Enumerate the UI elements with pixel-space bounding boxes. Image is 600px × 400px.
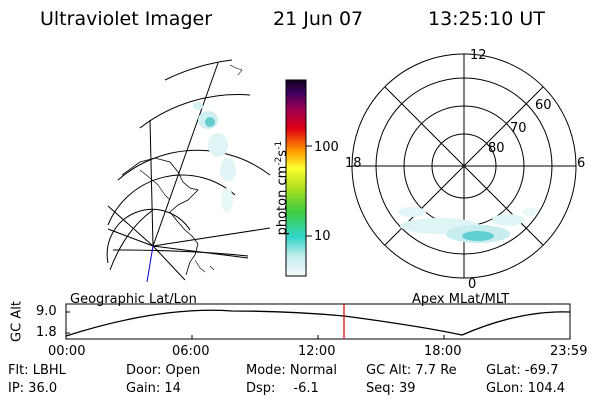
colorbar-unit-label: photon cm-2s-1: [273, 140, 291, 236]
colorbar-tick-100: 100: [314, 140, 339, 155]
door-status: Door: Open: [126, 363, 201, 378]
apex-label: Apex MLat/MLT: [412, 292, 510, 307]
xtick-1200: 12:00: [298, 344, 336, 359]
xtick-0600: 06:00: [172, 344, 210, 359]
xtick-1800: 18:00: [424, 344, 462, 359]
gc-alt-status: GC Alt: 7.7 Re: [366, 363, 457, 378]
ytick-high: 9.0: [36, 304, 57, 319]
geographic-label: Geographic Lat/Lon: [70, 292, 197, 307]
dsp-status: Dsp: -6.1: [246, 381, 319, 396]
mlat-label-70: 70: [510, 121, 527, 136]
time-label: 13:25:10 UT: [428, 8, 545, 30]
glon-status: GLon: 104.4: [486, 381, 566, 396]
geographic-map: [106, 59, 271, 281]
glat-status: GLat: -69.7: [486, 363, 559, 378]
mode-status: Mode: Normal: [246, 363, 337, 378]
spacecraft-track: [146, 245, 154, 283]
mlat-label-60: 60: [535, 98, 552, 113]
date-label: 21 Jun 07: [273, 8, 364, 30]
instrument-title: Ultraviolet Imager: [40, 8, 213, 30]
gc-alt-axis-label: GC Alt: [9, 301, 25, 342]
colorbar-tick-10: 10: [314, 229, 331, 244]
gain-status: Gain: 14: [126, 381, 181, 396]
mlat-label-80: 80: [488, 141, 505, 156]
mlt-label-12: 12: [470, 48, 487, 63]
colorbar: [285, 79, 307, 277]
polar-plot: [351, 53, 577, 279]
mlt-label-6: 6: [577, 156, 586, 171]
filter-status: Flt: LBHL: [8, 363, 66, 378]
altitude-curve: [65, 309, 571, 337]
xtick-2359: 23:59: [550, 344, 588, 359]
aurora-left: [193, 102, 236, 212]
ip-status: IP: 36.0: [8, 381, 58, 396]
mlt-label-0: 0: [468, 277, 477, 292]
seq-status: Seq: 39: [366, 381, 416, 396]
altitude-plot-frame: [65, 303, 571, 340]
aurora-right: [398, 207, 538, 243]
xtick-0000: 00:00: [48, 344, 86, 359]
ytick-low: 1.8: [36, 325, 57, 340]
mlt-label-18: 18: [345, 156, 362, 171]
